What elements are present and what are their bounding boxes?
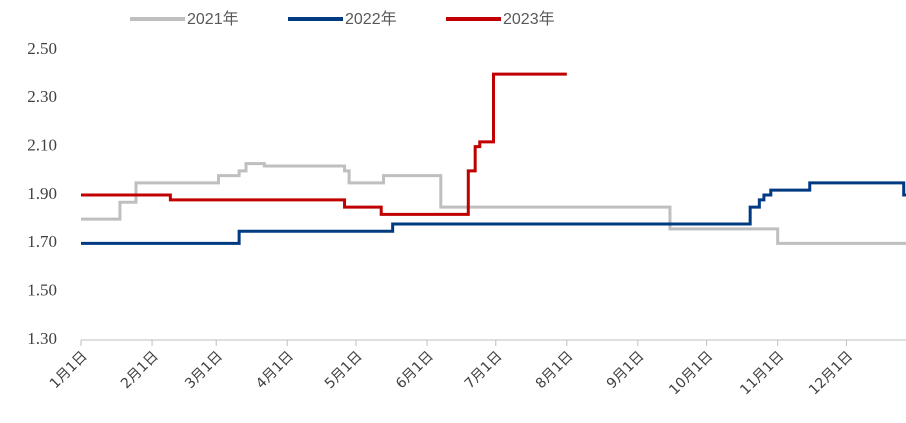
y-tick-label: 1.70 bbox=[27, 232, 57, 251]
series-line bbox=[81, 162, 906, 245]
x-tick-label: 7月1日 bbox=[462, 348, 506, 392]
x-tick-label: 10月1日 bbox=[666, 348, 716, 398]
y-tick-label: 1.90 bbox=[27, 184, 57, 203]
legend-label: 2022年 bbox=[345, 10, 397, 28]
x-tick-label: 5月1日 bbox=[322, 348, 366, 392]
x-tick-label: 9月1日 bbox=[604, 348, 648, 392]
x-tick-label: 6月1日 bbox=[393, 348, 437, 392]
x-tick-label: 1月1日 bbox=[47, 348, 91, 392]
y-tick-label: 1.30 bbox=[27, 329, 57, 348]
x-tick-label: 8月1日 bbox=[533, 348, 577, 392]
series-line bbox=[81, 72, 567, 216]
y-tick-label: 2.30 bbox=[27, 87, 57, 106]
y-tick-label: 2.50 bbox=[27, 39, 57, 58]
x-tick-label: 11月1日 bbox=[737, 348, 787, 398]
series-line bbox=[81, 181, 906, 245]
x-tick-label: 2月1日 bbox=[118, 348, 162, 392]
y-tick-label: 2.10 bbox=[27, 136, 57, 155]
x-tick-label: 12月1日 bbox=[806, 348, 856, 398]
x-tick-label: 4月1日 bbox=[253, 348, 297, 392]
x-tick-label: 3月1日 bbox=[182, 348, 226, 392]
y-tick-label: 1.50 bbox=[27, 281, 57, 300]
legend-label: 2023年 bbox=[503, 10, 555, 28]
legend-label: 2021年 bbox=[187, 10, 239, 28]
